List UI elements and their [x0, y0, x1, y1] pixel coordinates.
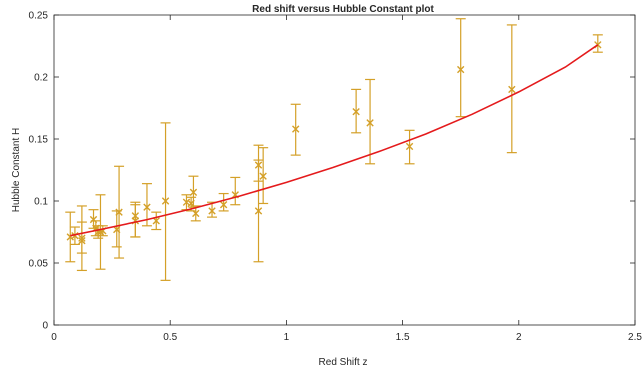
data-point-marker — [143, 203, 151, 211]
x-tick-label: 0 — [51, 332, 57, 343]
error-bar-point — [592, 34, 603, 53]
x-axis-label: Red Shift z — [319, 357, 368, 368]
data-point-marker — [259, 172, 267, 180]
data-point-marker — [161, 197, 170, 205]
error-bar-point — [141, 183, 152, 227]
data-point-marker — [152, 217, 160, 225]
error-bar-point — [404, 129, 415, 165]
data-point-marker — [208, 207, 216, 215]
error-bar-point — [365, 78, 376, 165]
error-bar-point — [151, 211, 162, 231]
data-point-marker — [192, 209, 200, 218]
y-tick-label: 0.25 — [29, 11, 49, 22]
data-point-marker — [366, 119, 374, 127]
error-bar-point — [230, 176, 241, 206]
error-bar-point — [290, 103, 301, 156]
chart-title: Red shift versus Hubble Constant plot — [252, 4, 434, 15]
data-point-marker — [352, 108, 360, 116]
error-bar-point — [130, 201, 141, 238]
data-point-marker — [508, 85, 516, 94]
y-tick-label: 0.1 — [34, 197, 48, 208]
error-bar-point — [351, 88, 362, 134]
y-tick-label: 0.05 — [29, 259, 49, 270]
data-point-marker — [405, 142, 414, 151]
data-point-marker — [457, 65, 465, 74]
axes-box — [53, 14, 636, 326]
x-tick-label: 1 — [284, 332, 290, 343]
error-bar-point — [258, 147, 269, 205]
data-point-marker — [292, 125, 300, 133]
error-bar-point — [76, 205, 87, 272]
x-tick-label: 1.5 — [396, 332, 410, 343]
data-point-marker — [254, 207, 263, 215]
error-bar-point — [455, 18, 466, 118]
error-bar-point — [207, 201, 218, 218]
y-tick-label: 0.15 — [29, 135, 49, 146]
error-bar-point — [88, 209, 99, 229]
data-point-marker — [219, 201, 228, 209]
data-point-marker — [78, 234, 86, 242]
error-bar-point — [114, 165, 125, 259]
x-tick-label: 2 — [516, 332, 522, 343]
error-bar-point — [218, 192, 229, 212]
error-bar-point — [111, 210, 122, 248]
error-bar-point — [65, 211, 76, 263]
x-tick-label: 2.5 — [628, 332, 642, 343]
error-bar-point — [160, 122, 171, 281]
data-point-marker — [189, 188, 198, 197]
fit-curve — [70, 44, 599, 237]
y-axis-label: Hubble Constant H — [11, 128, 22, 213]
axes: 0 0.5 1 1.5 2 2.5 0 0.05 0.1 0.15 0.2 0.25 — [29, 11, 642, 344]
plot-area — [65, 18, 603, 281]
y-tick-label: 0.2 — [34, 73, 48, 84]
data-point-marker — [131, 212, 140, 220]
error-bar-point — [506, 24, 517, 154]
error-bar-point — [253, 159, 264, 263]
data-point-marker — [115, 208, 123, 216]
y-tick-label: 0 — [42, 321, 48, 332]
x-tick-label: 0.5 — [163, 332, 177, 343]
